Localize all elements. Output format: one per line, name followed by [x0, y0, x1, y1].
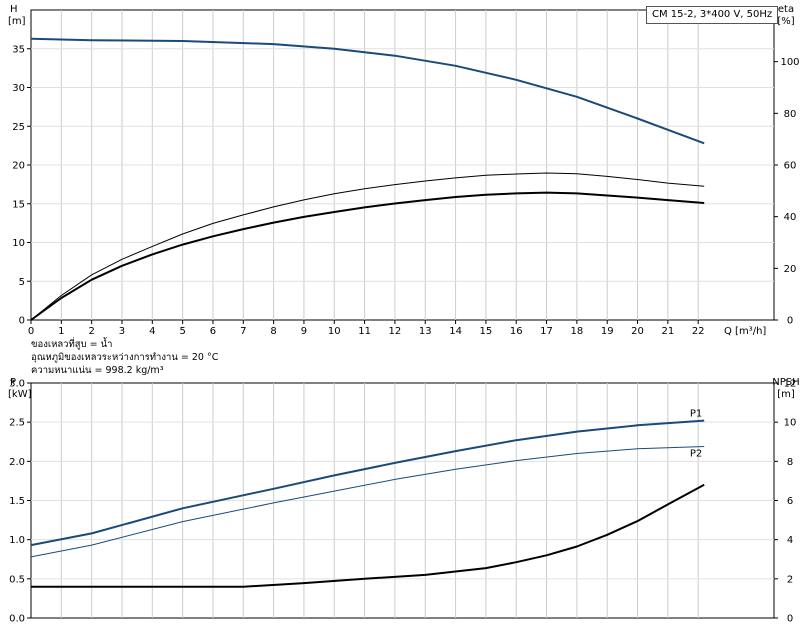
y-axis-unit: [m]	[8, 16, 26, 27]
series-line-1-1	[30, 446, 705, 558]
y-tick-label: 3.0	[9, 379, 25, 390]
y-axis-unit: [kW]	[8, 389, 32, 400]
x-tick-label: 8	[270, 326, 276, 337]
y-tick-label: 25	[12, 122, 25, 133]
y-right-tick-label: 0	[787, 316, 793, 327]
x-tick-label: 1	[58, 326, 64, 337]
y-right-tick-label: 10	[784, 418, 797, 429]
x-tick-label: 6	[210, 326, 216, 337]
y-tick-label: 0.0	[9, 614, 25, 625]
y-right-tick-label: 40	[784, 212, 797, 223]
y-right-tick-label: 6	[787, 496, 793, 507]
y-tick-label: 5	[19, 277, 25, 288]
y-right-tick-label: 12	[784, 379, 797, 390]
y-right-axis-unit: [m]	[777, 389, 795, 400]
y-right-tick-label: 8	[787, 457, 793, 468]
chart-title-box: CM 15-2, 3*400 V, 50Hz	[646, 6, 779, 24]
chart-note: ของเหลวที่สูบ = น้ำ	[31, 337, 112, 350]
series-label: P2	[690, 448, 702, 459]
x-tick-label: 17	[540, 326, 553, 337]
series-line-1-2	[31, 483, 705, 588]
chart-note: อุณหภูมิของเหลวระหว่างการทำงาน = 20 °C	[31, 352, 219, 363]
x-tick-label: 9	[301, 326, 307, 337]
x-tick-label: 3	[119, 326, 125, 337]
chart-title: CM 15-2, 3*400 V, 50Hz	[652, 9, 773, 20]
y-right-axis-unit: [%]	[777, 16, 794, 27]
y-right-tick-label: 4	[787, 535, 793, 546]
x-axis-label: Q [m³/h]	[724, 326, 766, 337]
y-tick-label: 15	[12, 199, 25, 210]
x-tick-label: 19	[601, 326, 614, 337]
y-right-tick-label: 60	[784, 161, 797, 172]
x-tick-label: 11	[358, 326, 371, 337]
x-tick-label: 7	[240, 326, 246, 337]
series-line-1-0	[30, 419, 705, 547]
y-right-tick-label: 2	[787, 574, 793, 585]
y-right-tick-label: 80	[784, 109, 797, 120]
y-axis-label: H	[10, 4, 18, 15]
y-axis-label: P	[10, 377, 16, 388]
y-tick-label: 0.5	[9, 574, 25, 585]
x-tick-label: 4	[149, 326, 155, 337]
x-tick-label: 2	[88, 326, 94, 337]
x-tick-label: 0	[28, 326, 34, 337]
series-line-0-0	[30, 37, 705, 145]
x-tick-label: 14	[449, 326, 462, 337]
x-tick-label: 12	[389, 326, 402, 337]
x-tick-label: 13	[419, 326, 432, 337]
series-label: P1	[690, 409, 702, 420]
y-right-axis-label: NPSH	[772, 377, 799, 388]
y-tick-label: 35	[12, 44, 25, 55]
x-tick-label: 10	[328, 326, 341, 337]
y-tick-label: 30	[12, 83, 25, 94]
chart-note: ความหนาแน่น = 998.2 kg/m³	[31, 365, 164, 376]
x-tick-label: 22	[692, 326, 705, 337]
y-tick-label: 20	[12, 161, 25, 172]
y-tick-label: 2.0	[9, 457, 25, 468]
y-right-tick-label: 100	[780, 57, 799, 68]
series-line-0-2	[30, 191, 705, 321]
x-tick-label: 15	[480, 326, 493, 337]
x-tick-label: 20	[631, 326, 644, 337]
y-right-tick-label: 20	[784, 264, 797, 275]
y-tick-label: 0	[19, 316, 25, 327]
y-right-axis-label: eta	[778, 4, 794, 15]
y-tick-label: 1.0	[9, 535, 25, 546]
y-tick-label: 2.5	[9, 418, 25, 429]
x-tick-label: 21	[661, 326, 674, 337]
x-tick-label: 16	[510, 326, 523, 337]
y-tick-label: 10	[12, 238, 25, 249]
series-line-0-1	[30, 172, 705, 321]
x-tick-label: 5	[179, 326, 185, 337]
x-tick-label: 18	[571, 326, 584, 337]
y-tick-label: 1.5	[9, 496, 25, 507]
y-right-tick-label: 0	[787, 614, 793, 625]
